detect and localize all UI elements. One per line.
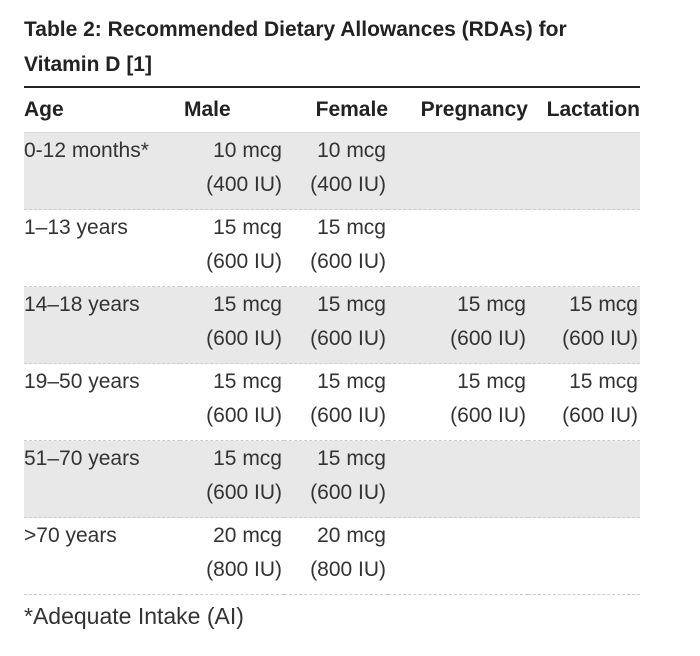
male-cell: 10 mcg (400 IU): [180, 132, 284, 210]
male-cell: 15 mcg (600 IU): [180, 286, 284, 364]
male-cell: 20 mcg (800 IU): [180, 517, 284, 595]
male-cell: 15 mcg (600 IU): [180, 363, 284, 441]
pregnancy-cell: 15 mcg (600 IU): [388, 363, 528, 441]
table-row: 0-12 months* 10 mcg (400 IU) 10 mcg (400 I…: [24, 132, 640, 210]
male-cell: 15 mcg (600 IU): [180, 440, 284, 518]
table-row: 1–13 years 15 mcg (600 IU) 15 mcg (600 IU): [24, 209, 640, 287]
age-cell: 51–70 years: [24, 440, 180, 518]
iu-value: (600 IU): [450, 327, 526, 350]
mcg-value: 15 mcg: [457, 293, 526, 316]
lactation-cell: [528, 132, 640, 210]
age-cell: 0-12 months*: [24, 132, 180, 210]
pregnancy-cell: [388, 517, 528, 595]
iu-value: (800 IU): [206, 558, 282, 581]
lactation-cell: [528, 440, 640, 518]
pregnancy-cell: [388, 440, 528, 518]
mcg-value: 10 mcg: [213, 139, 282, 162]
iu-value: (600 IU): [206, 250, 282, 273]
mcg-value: 15 mcg: [213, 447, 282, 470]
iu-value: (400 IU): [310, 173, 386, 196]
female-cell: 20 mcg (800 IU): [284, 517, 388, 595]
lactation-cell: 15 mcg (600 IU): [528, 286, 640, 364]
iu-value: (600 IU): [310, 404, 386, 427]
iu-value: (600 IU): [562, 327, 638, 350]
female-cell: 15 mcg (600 IU): [284, 209, 388, 287]
age-cell: >70 years: [24, 517, 180, 595]
iu-value: (600 IU): [562, 404, 638, 427]
mcg-value: 15 mcg: [213, 293, 282, 316]
mcg-value: 15 mcg: [317, 293, 386, 316]
lactation-cell: [528, 209, 640, 287]
column-header-pregnancy: Pregnancy: [388, 88, 528, 133]
iu-value: (600 IU): [310, 481, 386, 504]
pregnancy-cell: [388, 132, 528, 210]
female-cell: 10 mcg (400 IU): [284, 132, 388, 210]
table-row: >70 years 20 mcg (800 IU) 20 mcg (800 IU): [24, 517, 640, 595]
column-header-age: Age: [24, 88, 180, 133]
caption-text: Table 2: Recommended Dietary Allowances …: [24, 18, 567, 76]
reference-link[interactable]: [1]: [126, 53, 152, 76]
lactation-cell: [528, 517, 640, 595]
mcg-value: 15 mcg: [569, 293, 638, 316]
mcg-value: 15 mcg: [457, 370, 526, 393]
column-header-female: Female: [284, 88, 388, 133]
male-cell: 15 mcg (600 IU): [180, 209, 284, 287]
female-cell: 15 mcg (600 IU): [284, 286, 388, 364]
iu-value: (600 IU): [206, 481, 282, 504]
mcg-value: 15 mcg: [213, 216, 282, 239]
mcg-value: 15 mcg: [569, 370, 638, 393]
iu-value: (600 IU): [310, 250, 386, 273]
lactation-cell: 15 mcg (600 IU): [528, 363, 640, 441]
table-row: 51–70 years 15 mcg (600 IU) 15 mcg (600 IU…: [24, 440, 640, 518]
table-caption: Table 2: Recommended Dietary Allowances …: [24, 12, 640, 88]
column-header-male: Male: [180, 88, 284, 133]
female-cell: 15 mcg (600 IU): [284, 440, 388, 518]
mcg-value: 10 mcg: [317, 139, 386, 162]
mcg-value: 15 mcg: [317, 216, 386, 239]
mcg-value: 15 mcg: [317, 447, 386, 470]
mcg-value: 20 mcg: [213, 524, 282, 547]
rda-table: Age Male Female Pregnancy Lactation 0-12…: [24, 88, 640, 595]
age-cell: 1–13 years: [24, 209, 180, 287]
pregnancy-cell: 15 mcg (600 IU): [388, 286, 528, 364]
female-cell: 15 mcg (600 IU): [284, 363, 388, 441]
iu-value: (600 IU): [310, 327, 386, 350]
mcg-value: 20 mcg: [317, 524, 386, 547]
pregnancy-cell: [388, 209, 528, 287]
iu-value: (600 IU): [206, 327, 282, 350]
rda-table-container: Table 2: Recommended Dietary Allowances …: [24, 12, 640, 633]
age-cell: 19–50 years: [24, 363, 180, 441]
table-row: 19–50 years 15 mcg (600 IU) 15 mcg (600 IU…: [24, 363, 640, 441]
age-cell: 14–18 years: [24, 286, 180, 364]
footnote: *Adequate Intake (AI): [24, 603, 244, 629]
mcg-value: 15 mcg: [317, 370, 386, 393]
iu-value: (400 IU): [206, 173, 282, 196]
mcg-value: 15 mcg: [213, 370, 282, 393]
table-row: 14–18 years 15 mcg (600 IU) 15 mcg (600 IU…: [24, 286, 640, 364]
iu-value: (600 IU): [206, 404, 282, 427]
column-header-lactation: Lactation: [528, 88, 640, 133]
table-header-row: Age Male Female Pregnancy Lactation: [24, 88, 640, 133]
iu-value: (800 IU): [310, 558, 386, 581]
iu-value: (600 IU): [450, 404, 526, 427]
